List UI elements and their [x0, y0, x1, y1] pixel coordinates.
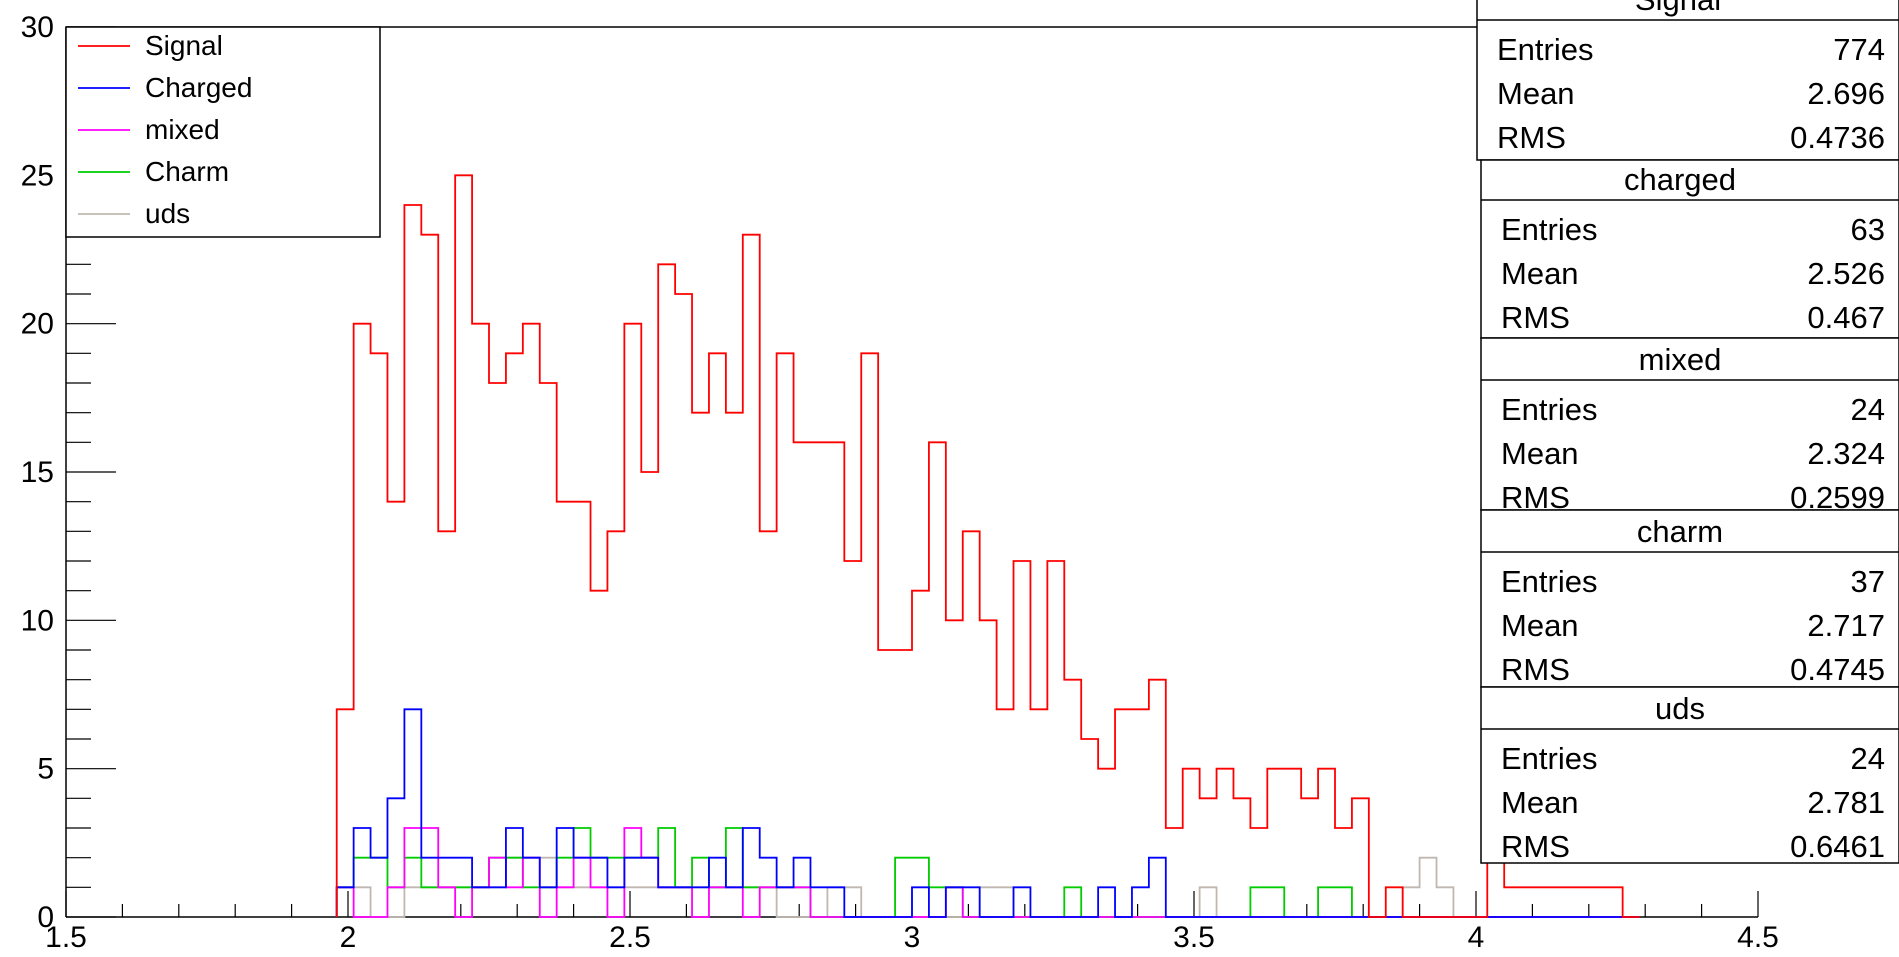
stat-value-mean: 2.717	[1807, 608, 1885, 643]
stat-value-rms: 0.6461	[1790, 829, 1885, 864]
stat-label-entries: Entries	[1501, 564, 1597, 599]
x-tick-label: 4	[1468, 921, 1485, 954]
legend-label: uds	[145, 198, 190, 229]
stat-label-mean: Mean	[1501, 256, 1579, 291]
stat-label-mean: Mean	[1501, 608, 1579, 643]
y-tick-label: 10	[21, 604, 54, 637]
stat-label-mean: Mean	[1501, 785, 1579, 820]
stats-box-uds: uds Entries 24 Mean 2.781 RMS 0.6461	[1480, 686, 1899, 864]
stats-box-title: charged	[1624, 162, 1736, 197]
x-tick-label: 1.5	[45, 921, 87, 954]
stats-box-frame	[1480, 159, 1899, 339]
legend: Signal Charged mixed Charm uds	[65, 26, 381, 238]
y-tick-label: 20	[21, 308, 54, 341]
stat-label-mean: Mean	[1501, 436, 1579, 471]
stat-label-rms: RMS	[1501, 480, 1570, 515]
stats-box-title: uds	[1655, 691, 1705, 726]
legend-label: Charged	[145, 72, 252, 103]
stat-value-entries: 37	[1851, 564, 1885, 599]
series-charged-line	[335, 708, 1640, 918]
stats-box-signal: Signal Entries 774 Mean 2.696 RMS 0.4736	[1476, 0, 1899, 161]
stats-box-title: mixed	[1639, 342, 1722, 377]
axes: 1.5 2 2.5 3 3.5 4 4.5 0 5 10 15 20 25 30	[21, 11, 1779, 954]
stat-label-entries: Entries	[1501, 392, 1597, 427]
stats-box-charged: charged Entries 63 Mean 2.526 RMS 0.467	[1480, 159, 1899, 339]
stats-box-frame	[1476, 0, 1899, 161]
stat-value-rms: 0.4736	[1790, 120, 1885, 155]
series-charm-line	[335, 827, 1640, 918]
stats-box-title: charm	[1637, 514, 1723, 549]
stat-label-rms: RMS	[1497, 120, 1566, 155]
y-tick-label: 0	[37, 901, 54, 934]
stat-value-entries: 24	[1851, 392, 1885, 427]
stats-box-frame	[1480, 337, 1899, 511]
stat-label-mean: Mean	[1497, 76, 1575, 111]
stat-value-rms: 0.2599	[1790, 480, 1885, 515]
x-tick-label: 2.5	[609, 921, 651, 954]
stat-value-rms: 0.467	[1807, 300, 1885, 335]
stat-label-entries: Entries	[1501, 212, 1597, 247]
series-signal-line	[335, 174, 1640, 918]
stat-value-mean: 2.526	[1807, 256, 1885, 291]
stat-label-entries: Entries	[1501, 741, 1597, 776]
stat-value-mean: 2.781	[1807, 785, 1885, 820]
stat-label-entries: Entries	[1497, 32, 1593, 67]
x-tick-label: 2	[340, 921, 357, 954]
stats-box-charm: charm Entries 37 Mean 2.717 RMS 0.4745	[1480, 509, 1899, 688]
legend-label: mixed	[145, 114, 220, 145]
stat-value-mean: 2.696	[1807, 76, 1885, 111]
legend-label: Signal	[145, 30, 223, 61]
x-tick-label: 3.5	[1173, 921, 1215, 954]
legend-label: Charm	[145, 156, 229, 187]
y-tick-label: 15	[21, 456, 54, 489]
stats-box-mixed: mixed Entries 24 Mean 2.324 RMS 0.2599	[1480, 337, 1899, 515]
stat-value-mean: 2.324	[1807, 436, 1885, 471]
stat-label-rms: RMS	[1501, 829, 1570, 864]
stats-box-frame	[1480, 686, 1899, 864]
x-tick-label: 3	[904, 921, 921, 954]
stat-value-entries: 24	[1851, 741, 1885, 776]
stat-value-entries: 63	[1851, 212, 1885, 247]
stats-boxes: Signal Entries 774 Mean 2.696 RMS 0.4736 charge…	[1476, 0, 1899, 864]
stat-label-rms: RMS	[1501, 300, 1570, 335]
y-tick-label: 30	[21, 11, 54, 44]
stats-box-title: Signal	[1635, 0, 1721, 17]
stats-box-frame	[1480, 509, 1899, 688]
series-group	[335, 174, 1640, 918]
stat-value-rms: 0.4745	[1790, 652, 1885, 687]
series-mixed-line	[335, 827, 1640, 918]
stat-value-entries: 774	[1833, 32, 1885, 67]
legend-box	[65, 26, 381, 238]
stat-label-rms: RMS	[1501, 652, 1570, 687]
y-tick-label: 25	[21, 159, 54, 192]
y-tick-label: 5	[37, 753, 54, 786]
x-tick-label: 4.5	[1737, 921, 1779, 954]
